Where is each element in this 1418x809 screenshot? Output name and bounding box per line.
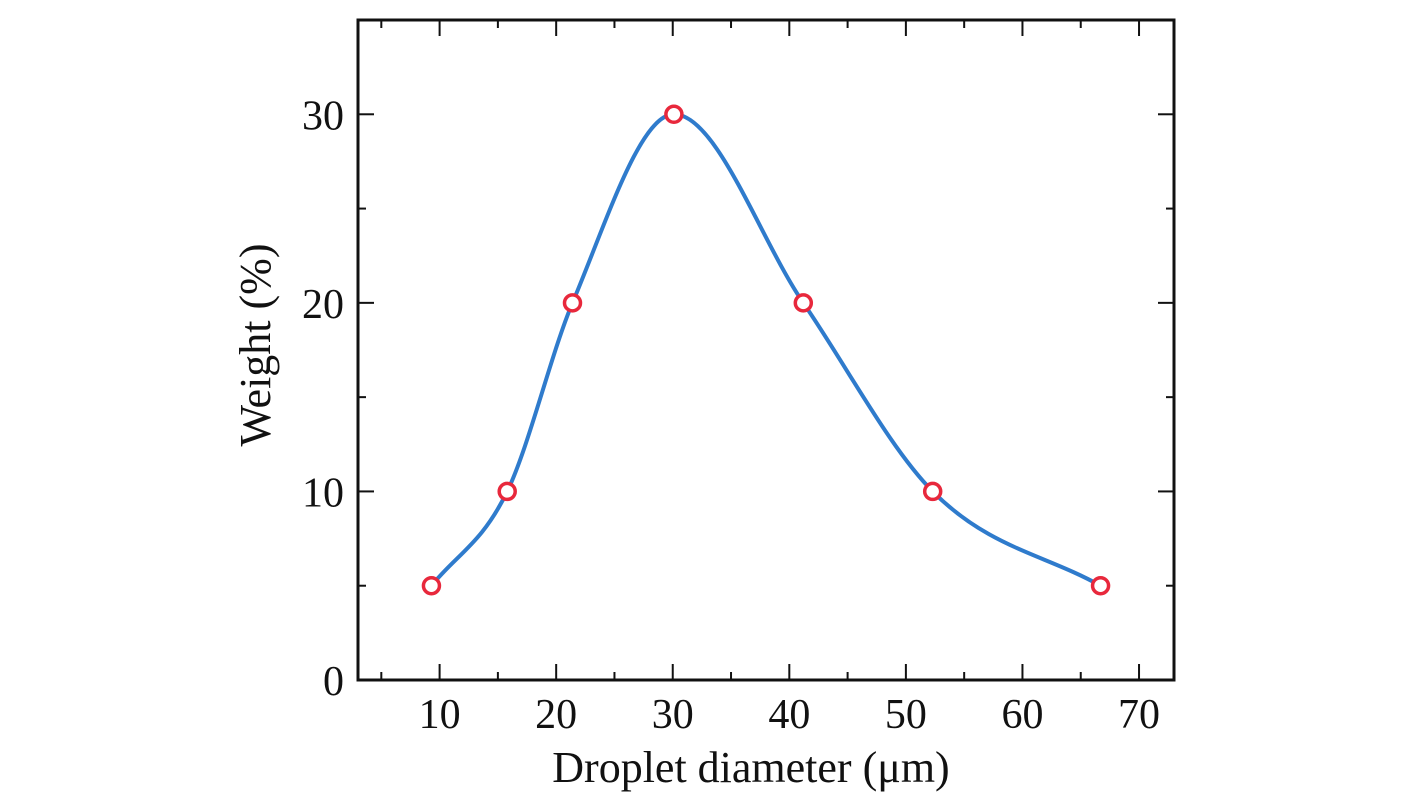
x-tick-label: 10 [419,692,461,738]
y-tick-label: 20 [302,282,344,328]
x-tick-label: 60 [1001,692,1043,738]
y-axis-title: Weight (%) [231,244,280,447]
x-axis-ticks: 10 20 30 40 50 60 70 [380,20,1160,738]
data-point-marker [421,575,442,596]
data-point-marker [562,293,583,313]
y-tick-label: 30 [302,93,344,139]
x-axis-title: Droplet diameter (μm) [552,743,949,792]
data-point-marker [1090,575,1111,596]
series-line [429,112,1103,588]
x-tick-label: 20 [535,692,577,738]
x-tick-label: 70 [1118,692,1160,738]
marker-layer [421,104,1111,596]
y-tick-label: 10 [302,470,344,516]
data-point-marker [664,104,684,125]
x-tick-label: 40 [768,692,810,738]
data-point-marker [922,481,943,502]
data-point-marker [497,481,517,502]
curve-layer [429,112,1103,588]
plot-frame [356,18,1176,682]
y-axis-ticks: 0 10 20 30 [302,93,1174,705]
x-tick-label: 50 [885,692,927,738]
data-point-marker [793,293,814,313]
x-tick-label: 30 [652,692,694,738]
y-tick-label: 0 [323,659,344,705]
